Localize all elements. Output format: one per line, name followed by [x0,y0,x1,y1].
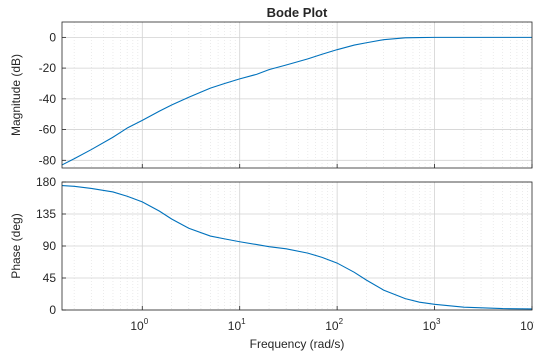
phase-x-tick-label: 102 [325,317,343,333]
phase-y-axis-label: Phase (deg) [9,213,23,278]
phase-x-tick-label: 104 [520,317,534,333]
magnitude-response-line [61,36,532,166]
magnitude-plot-area [62,22,532,168]
magnitude-y-tick-label: -40 [39,92,57,106]
phase-y-tick-label: 0 [49,303,56,317]
phase-x-tick-label: 103 [423,317,441,333]
magnitude-y-tick-label: -80 [39,153,57,167]
phase-y-tick-label: 135 [36,207,56,221]
phase-y-tick-label: 45 [43,271,57,285]
magnitude-y-tick-label: -20 [39,61,57,75]
magnitude-y-tick-label: -60 [39,123,57,137]
x-axis-label: Frequency (rad/s) [250,337,345,351]
phase-y-tick-label: 180 [36,175,56,189]
magnitude-axes-box [61,21,533,169]
chart-title: Bode Plot [267,5,328,20]
phase-x-tick-label: 101 [228,317,246,333]
magnitude-grid [62,22,532,168]
phase-y-tick-label: 90 [43,239,57,253]
phase-x-tick-label: 100 [130,317,148,333]
phase-response-line [61,185,533,310]
magnitude-y-axis-label: Magnitude (dB) [9,54,23,136]
magnitude-y-tick-label: 0 [49,30,56,44]
